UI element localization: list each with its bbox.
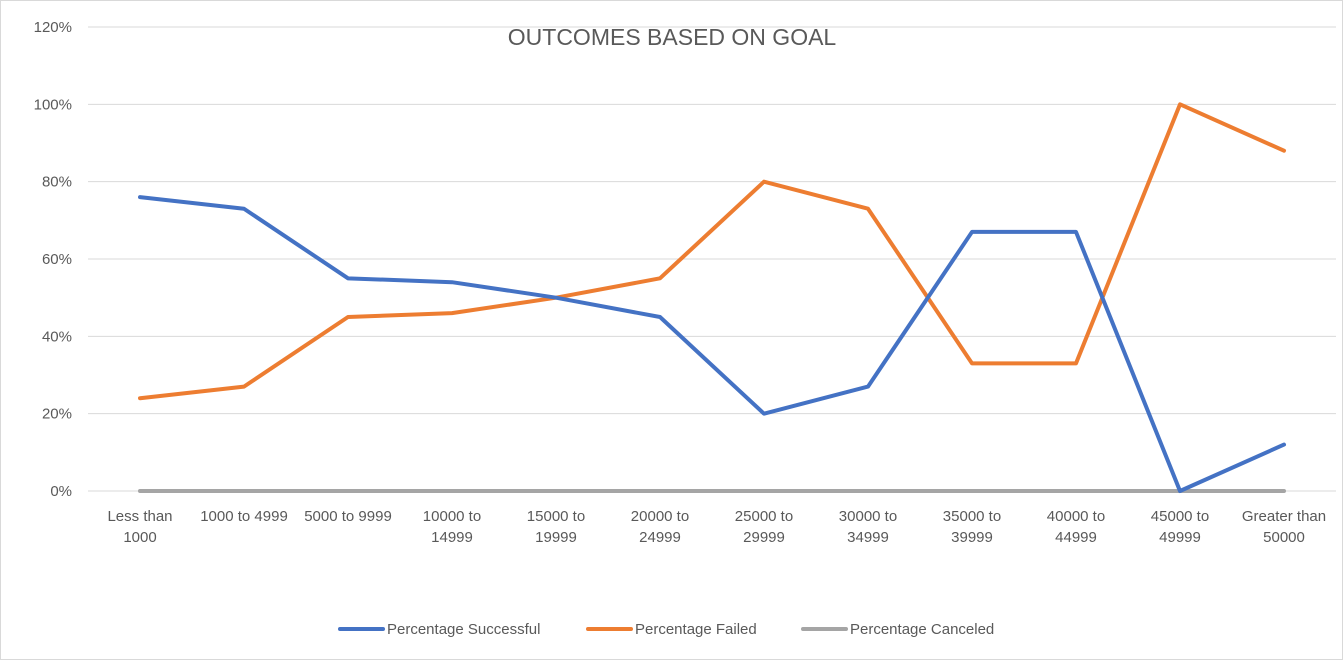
y-tick-label: 0%	[50, 483, 72, 500]
x-category-label-line: 20000 to	[631, 508, 689, 525]
x-category-label-line: 5000 to 9999	[304, 508, 392, 525]
x-category-label-line: 44999	[1055, 529, 1097, 546]
series-line	[138, 195, 1286, 493]
x-category-label-line: 1000 to 4999	[200, 508, 288, 525]
y-tick-label: 60%	[42, 251, 72, 268]
x-category-label: 10000 to 14999	[423, 508, 481, 546]
x-axis-categories: Less than 1000 1000 to 4999 5000 to 9999 100…	[107, 508, 1326, 546]
x-category-label: Greater than 50000	[1242, 508, 1326, 546]
x-category-label-line: 29999	[743, 529, 785, 546]
x-category-label-line: 35000 to	[943, 508, 1001, 525]
x-category-label-line: 19999	[535, 529, 577, 546]
x-category-label-line: 49999	[1159, 529, 1201, 546]
series-lines	[138, 102, 1286, 493]
x-category-label-line: 10000 to	[423, 508, 481, 525]
x-category-label-line: 40000 to	[1047, 508, 1105, 525]
x-category-label-line: 25000 to	[735, 508, 793, 525]
x-category-label-line: 1000	[123, 529, 156, 546]
x-category-label: 45000 to 49999	[1151, 508, 1209, 546]
x-category-label: 35000 to 39999	[943, 508, 1001, 546]
x-category-label: 40000 to 44999	[1047, 508, 1105, 546]
x-category-label-line: 30000 to	[839, 508, 897, 525]
x-category-label-line: 24999	[639, 529, 681, 546]
x-category-label-line: 39999	[951, 529, 993, 546]
legend-label: Percentage Failed	[635, 621, 757, 638]
x-category-label-line: 45000 to	[1151, 508, 1209, 525]
series-line	[138, 102, 1286, 401]
y-axis-ticks: 0% 20% 40% 60% 80% 100% 120%	[34, 19, 72, 500]
x-category-label-line: Greater than	[1242, 508, 1326, 525]
x-category-label: 20000 to 24999	[631, 508, 689, 546]
legend-label: Percentage Successful	[387, 621, 540, 638]
x-category-label: 25000 to 29999	[735, 508, 793, 546]
x-category-label: 15000 to 19999	[527, 508, 585, 546]
x-category-label-line: 15000 to	[527, 508, 585, 525]
y-tick-label: 20%	[42, 406, 72, 423]
x-category-label: 5000 to 9999	[304, 508, 392, 525]
legend: Percentage Successful Percentage Failed Pe…	[338, 621, 994, 638]
x-category-label-line: 50000	[1263, 529, 1305, 546]
x-category-label: 1000 to 4999	[200, 508, 288, 525]
y-tick-label: 40%	[42, 328, 72, 345]
x-category-label-line: 14999	[431, 529, 473, 546]
y-tick-label: 100%	[34, 96, 72, 113]
y-tick-label: 120%	[34, 19, 72, 36]
x-category-label: Less than 1000	[107, 508, 172, 546]
y-tick-label: 80%	[42, 174, 72, 191]
x-category-label-line: Less than	[107, 508, 172, 525]
x-category-label-line: 34999	[847, 529, 889, 546]
legend-label: Percentage Canceled	[850, 621, 994, 638]
chart-title: OUTCOMES BASED ON GOAL	[508, 24, 837, 50]
x-category-label: 30000 to 34999	[839, 508, 897, 546]
